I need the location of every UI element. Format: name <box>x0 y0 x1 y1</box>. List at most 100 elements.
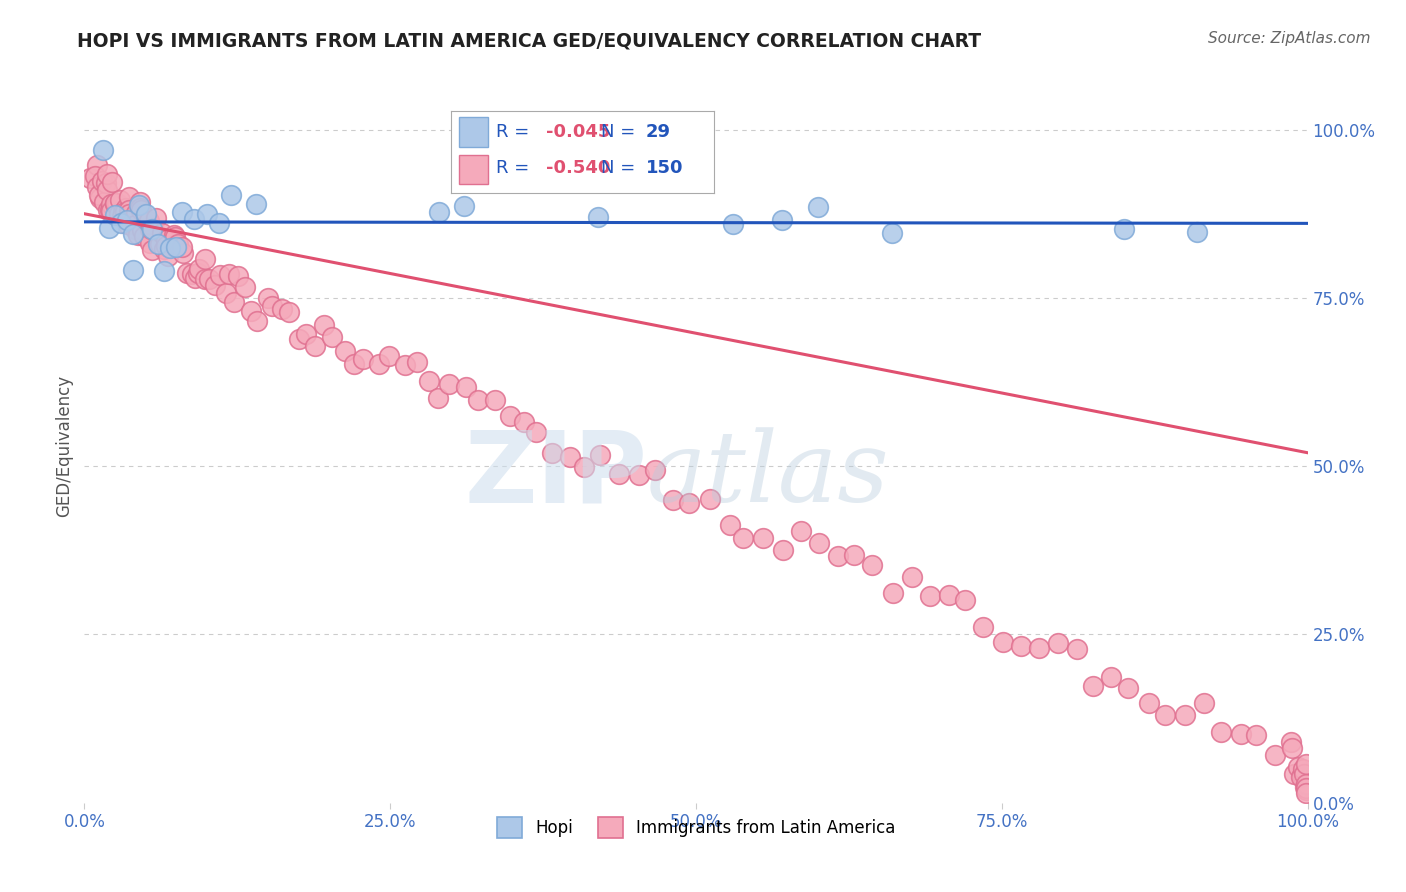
Point <box>772 542 794 557</box>
Point <box>100 175 122 189</box>
Point <box>115 212 138 227</box>
Point <box>1264 747 1286 762</box>
Point <box>1114 222 1136 236</box>
Point <box>427 204 450 219</box>
Point <box>104 208 127 222</box>
Point <box>89 191 111 205</box>
Point <box>141 222 163 236</box>
Point <box>125 206 148 220</box>
Point <box>437 376 460 391</box>
Point <box>118 207 141 221</box>
Point <box>607 467 630 481</box>
Point <box>128 198 150 212</box>
Point <box>1174 708 1197 723</box>
Point <box>122 227 145 241</box>
Point <box>377 349 399 363</box>
Point <box>586 210 609 224</box>
Point <box>733 531 755 545</box>
Point <box>79 170 101 185</box>
Point <box>882 586 904 600</box>
Point <box>159 241 181 255</box>
Point <box>1229 726 1251 740</box>
Point <box>499 409 522 423</box>
Point <box>138 214 160 228</box>
Point <box>115 217 138 231</box>
Point <box>105 195 128 210</box>
Point <box>256 291 278 305</box>
Point <box>218 267 240 281</box>
Point <box>294 326 316 341</box>
Point <box>132 229 155 244</box>
Point <box>198 272 221 286</box>
Point <box>541 445 564 459</box>
Legend: Hopi, Immigrants from Latin America: Hopi, Immigrants from Latin America <box>489 811 903 845</box>
Point <box>118 190 141 204</box>
Point <box>1295 777 1317 791</box>
Point <box>188 262 211 277</box>
Point <box>790 524 813 538</box>
Point <box>1192 696 1215 710</box>
Point <box>1295 757 1317 772</box>
Point <box>271 301 294 316</box>
Point <box>453 199 475 213</box>
Point <box>91 143 114 157</box>
Point <box>1153 707 1175 722</box>
Point <box>644 463 666 477</box>
Point <box>155 239 177 253</box>
Y-axis label: GED/Equivalency: GED/Equivalency <box>55 375 73 517</box>
Point <box>122 263 145 277</box>
Point <box>1116 681 1139 696</box>
Point <box>187 267 209 281</box>
Point <box>827 549 849 563</box>
Point <box>222 295 245 310</box>
Point <box>155 233 177 247</box>
Point <box>163 227 186 242</box>
Point <box>304 339 326 353</box>
Point <box>124 218 146 232</box>
Point <box>808 535 831 549</box>
Point <box>993 635 1015 649</box>
Point <box>1294 780 1316 794</box>
Point <box>484 392 506 407</box>
Point <box>94 177 117 191</box>
Point <box>718 518 741 533</box>
Text: HOPI VS IMMIGRANTS FROM LATIN AMERICA GED/EQUIVALENCY CORRELATION CHART: HOPI VS IMMIGRANTS FROM LATIN AMERICA GE… <box>77 31 981 50</box>
Point <box>165 238 187 252</box>
Point <box>114 201 136 215</box>
Text: ZIP: ZIP <box>464 426 647 523</box>
Point <box>1291 770 1313 784</box>
Point <box>972 620 994 634</box>
Point <box>467 393 489 408</box>
Point <box>1294 766 1316 780</box>
Point <box>128 194 150 209</box>
Point <box>166 237 188 252</box>
Point <box>149 237 172 252</box>
Point <box>111 205 134 219</box>
Point <box>93 194 115 209</box>
Point <box>246 314 269 328</box>
Point <box>245 197 267 211</box>
Point <box>139 236 162 251</box>
Text: atlas: atlas <box>647 427 890 522</box>
Point <box>108 193 131 207</box>
Point <box>141 243 163 257</box>
Point <box>86 158 108 172</box>
Point <box>100 202 122 217</box>
Point <box>394 358 416 372</box>
Point <box>157 249 180 263</box>
Point <box>128 201 150 215</box>
Point <box>807 200 830 214</box>
Point <box>900 570 922 584</box>
Point <box>427 391 450 405</box>
Point <box>208 268 231 282</box>
Point <box>214 286 236 301</box>
Point <box>107 207 129 221</box>
Point <box>194 252 217 266</box>
Point <box>153 242 176 256</box>
Point <box>127 228 149 243</box>
Point <box>239 303 262 318</box>
Point <box>287 332 309 346</box>
Point <box>139 222 162 236</box>
Point <box>1295 785 1317 799</box>
Point <box>524 425 547 439</box>
